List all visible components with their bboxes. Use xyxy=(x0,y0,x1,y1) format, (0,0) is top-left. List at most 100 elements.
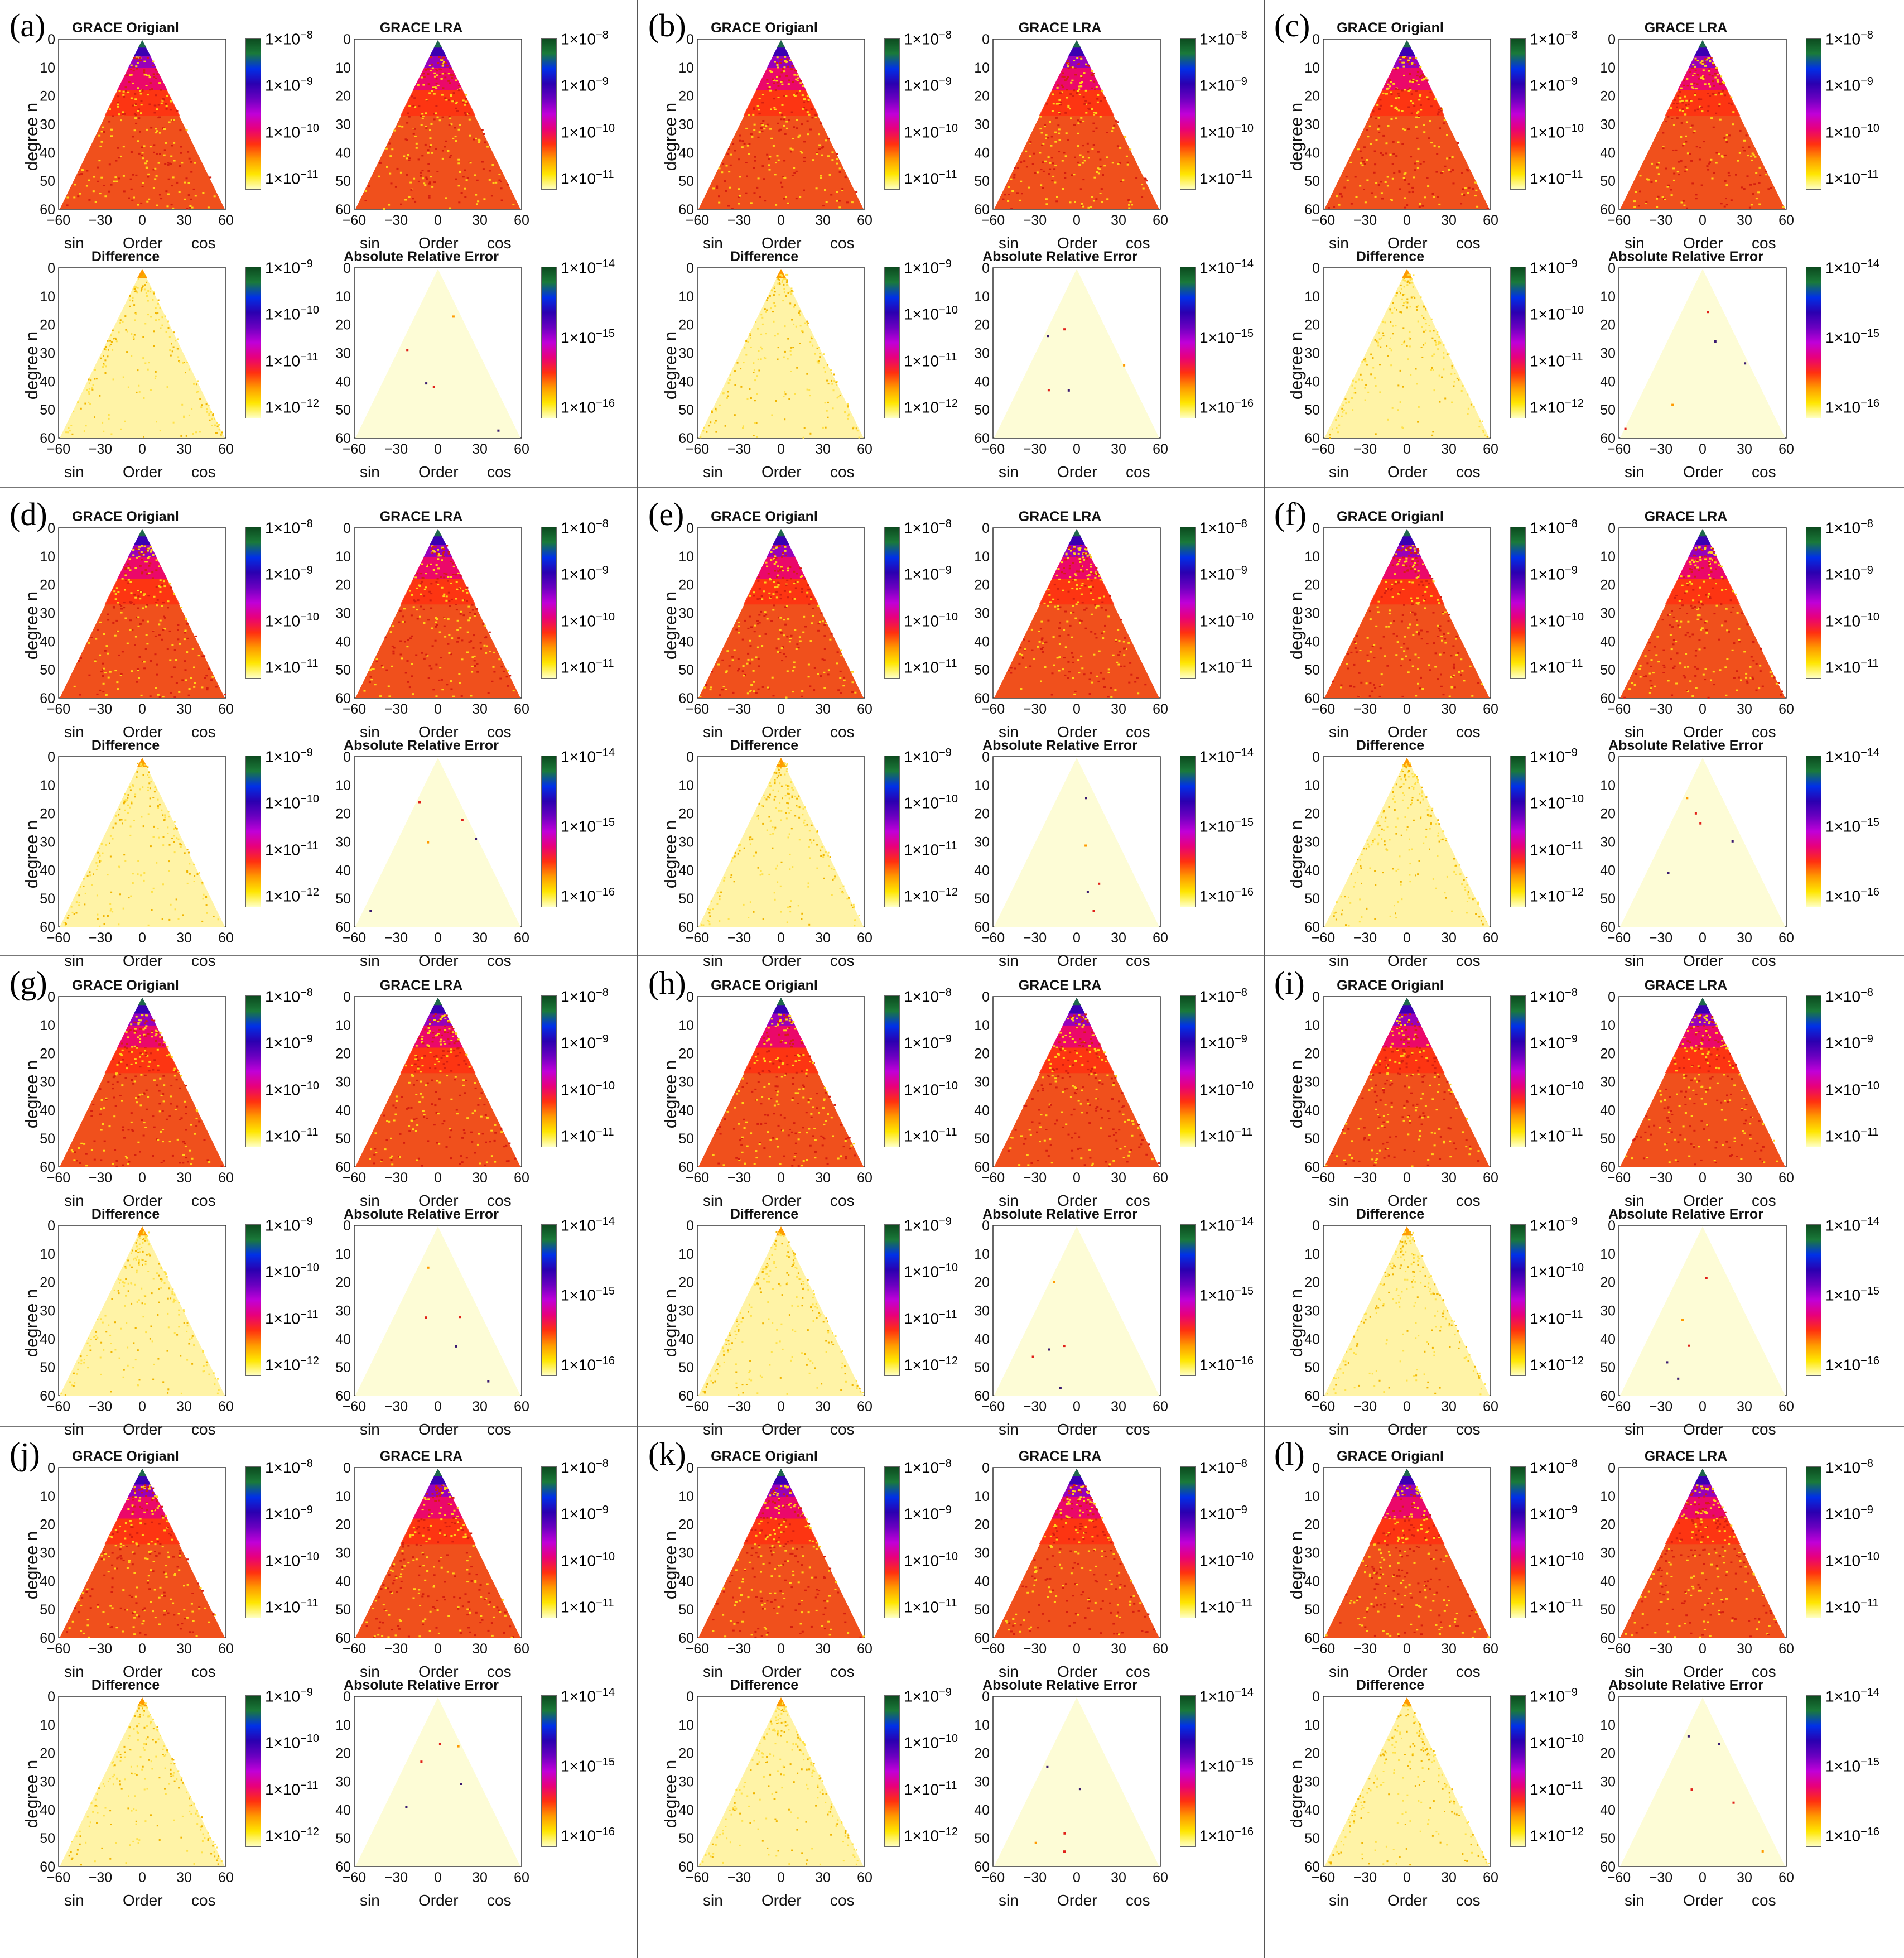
outlier-cell xyxy=(1744,362,1747,365)
noise-cell xyxy=(1040,680,1042,682)
noise-cell xyxy=(103,430,105,432)
noise-cell xyxy=(1650,181,1653,183)
noise-cell xyxy=(1087,151,1090,153)
noise-cell xyxy=(807,886,809,888)
noise-cell xyxy=(743,142,746,145)
noise-cell xyxy=(425,573,427,575)
noise-cell xyxy=(1382,335,1385,337)
noise-cell xyxy=(201,883,204,885)
noise-cell xyxy=(112,826,114,829)
low-degree-band xyxy=(776,269,786,278)
noise-cell xyxy=(1344,398,1347,400)
noise-cell xyxy=(437,558,440,560)
noise-cell xyxy=(1723,205,1726,208)
x-tick-label: −30 xyxy=(89,213,112,228)
noise-cell xyxy=(1408,63,1411,65)
noise-cell xyxy=(450,560,452,562)
noise-cell xyxy=(433,113,435,115)
noise-cell xyxy=(1394,573,1396,575)
y-tick-label: 40 xyxy=(1304,374,1320,389)
noise-cell xyxy=(63,922,65,924)
noise-cell xyxy=(839,888,841,889)
noise-cell xyxy=(120,605,123,607)
noise-cell xyxy=(1410,278,1413,280)
noise-cell xyxy=(777,282,779,285)
noise-cell xyxy=(1411,558,1414,560)
noise-cell xyxy=(811,824,813,826)
noise-cell xyxy=(1410,93,1413,95)
noise-cell xyxy=(775,162,777,164)
noise-cell xyxy=(735,628,738,631)
noise-cell xyxy=(779,767,782,769)
noise-cell xyxy=(1481,683,1483,685)
noise-cell xyxy=(1650,687,1652,690)
noise-cell xyxy=(785,61,788,64)
noise-cell xyxy=(1690,569,1693,571)
noise-cell xyxy=(722,686,725,687)
noise-cell xyxy=(123,602,126,604)
noise-cell xyxy=(1090,585,1092,588)
noise-cell xyxy=(807,676,810,678)
noise-cell xyxy=(1069,108,1071,110)
noise-cell xyxy=(105,694,108,696)
noise-cell xyxy=(1432,580,1435,583)
noise-cell xyxy=(1088,678,1091,680)
noise-cell xyxy=(122,113,124,116)
noise-cell xyxy=(131,199,134,201)
noise-cell xyxy=(1623,696,1626,699)
noise-cell xyxy=(793,306,795,308)
noise-cell xyxy=(143,60,146,62)
noise-cell xyxy=(1637,205,1640,207)
noise-cell xyxy=(748,615,751,618)
noise-cell xyxy=(761,323,764,325)
noise-cell xyxy=(1708,74,1711,76)
noise-cell xyxy=(122,94,125,96)
y-tick-label: 10 xyxy=(678,778,694,793)
subplot-title: GRACE Origianl xyxy=(1337,509,1444,525)
noise-cell xyxy=(753,167,755,169)
noise-cell xyxy=(729,374,731,376)
noise-cell xyxy=(1650,659,1653,661)
noise-cell xyxy=(823,648,826,650)
noise-cell xyxy=(1067,104,1070,107)
noise-cell xyxy=(785,605,788,607)
x-axis-word-center: Order xyxy=(1387,234,1428,252)
noise-cell xyxy=(1451,367,1453,369)
noise-cell xyxy=(765,311,767,313)
noise-cell xyxy=(420,115,422,117)
noise-cell xyxy=(1090,672,1092,675)
noise-cell xyxy=(160,198,163,200)
noise-cell xyxy=(1083,103,1086,105)
noise-cell xyxy=(1106,132,1108,133)
colorbar xyxy=(541,527,557,679)
colorbar-tick-label: 1×10−11 xyxy=(1199,657,1253,676)
noise-cell xyxy=(770,137,773,139)
noise-cell xyxy=(1008,670,1010,672)
noise-cell xyxy=(764,308,766,310)
noise-cell xyxy=(769,820,772,822)
noise-cell xyxy=(1683,204,1686,206)
y-tick-label: 60 xyxy=(1304,691,1320,706)
noise-cell xyxy=(1020,180,1023,182)
noise-cell xyxy=(1698,546,1700,549)
noise-cell xyxy=(147,813,150,815)
noise-cell xyxy=(431,90,433,92)
noise-cell xyxy=(443,551,445,553)
noise-cell xyxy=(482,168,485,170)
noise-cell xyxy=(452,137,455,139)
noise-cell xyxy=(770,71,773,73)
subplot-relative-error: Absolute Relative Error 0 10 20 30 40 50 60 −60−… xyxy=(954,246,1266,480)
y-tick-label: 60 xyxy=(1600,431,1616,446)
noise-cell xyxy=(156,862,158,864)
noise-cell xyxy=(466,600,468,602)
noise-cell xyxy=(1694,65,1696,68)
noise-cell xyxy=(840,655,843,657)
noise-cell xyxy=(414,200,417,203)
noise-cell xyxy=(1372,357,1374,359)
y-tick-label: 50 xyxy=(335,174,351,189)
noise-cell xyxy=(1128,681,1131,684)
noise-cell xyxy=(464,169,466,171)
noise-cell xyxy=(809,341,812,343)
noise-cell xyxy=(1090,74,1093,76)
